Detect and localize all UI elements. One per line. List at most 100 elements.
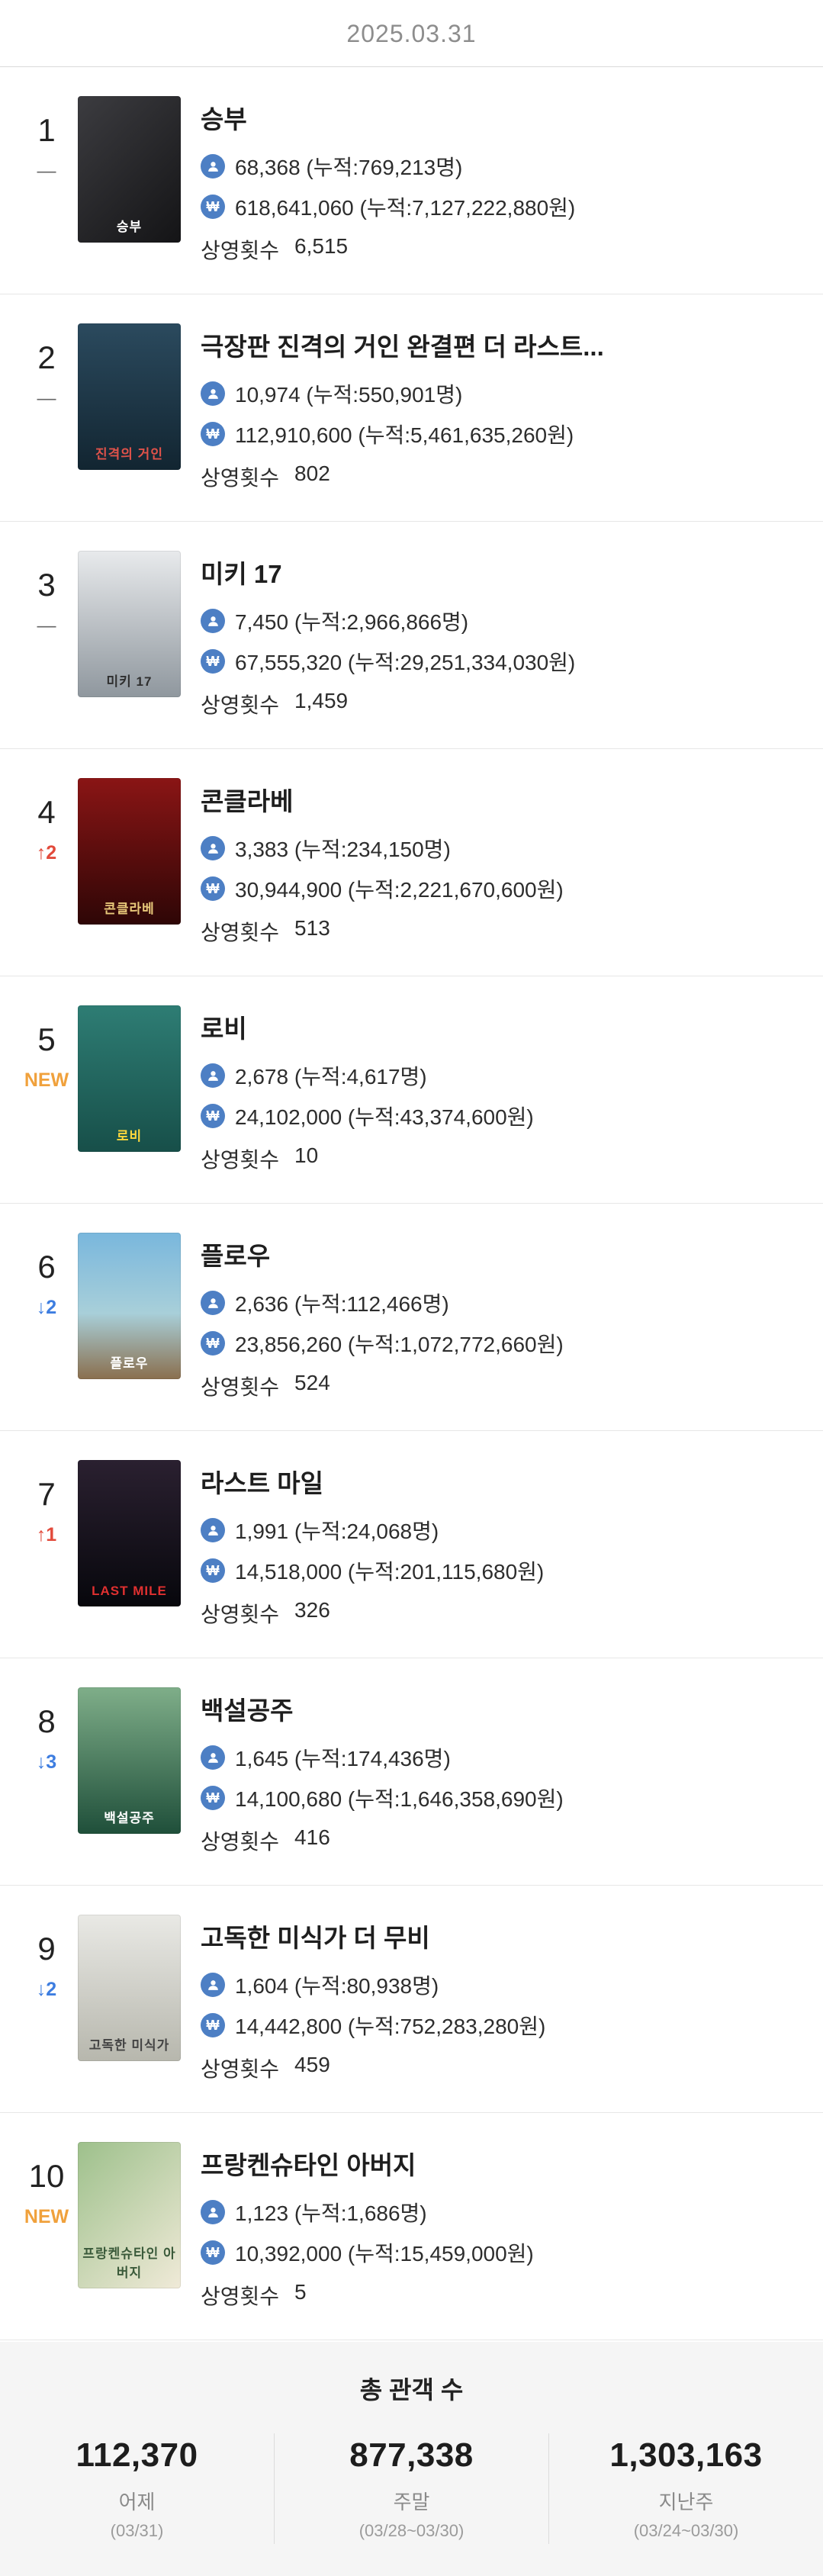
poster-caption: 콘클라베: [104, 902, 155, 916]
total-audience-footer: 총 관객 수 112,370 어제 (03/31) 877,338 주말 (03…: [0, 2342, 823, 2576]
audience-icon: [201, 836, 225, 860]
movie-row[interactable]: 6 ↓2 플로우 플로우 2,636 (누적:112,466명) ₩ 23,85…: [0, 1204, 823, 1431]
movie-info: 백설공주 1,645 (누적:174,436명) ₩ 14,100,680 (누…: [201, 1687, 802, 1856]
screenings-label: 상영횟수: [201, 1830, 280, 1854]
revenue-value: 14,518,000 (누적:201,115,680원): [235, 1560, 545, 1584]
movie-row[interactable]: 5 NEW 로비 로비 2,678 (누적:4,617명) ₩ 24,102,0…: [0, 976, 823, 1204]
screenings-value: 10: [294, 1143, 319, 1167]
won-icon: ₩: [201, 876, 225, 901]
movie-title[interactable]: 프랑켄슈타인 아버지: [201, 2151, 416, 2179]
audience-value: 1,604 (누적:80,938명): [235, 1974, 439, 1998]
movie-poster[interactable]: 프랑켄슈타인 아버지: [78, 2142, 181, 2288]
stat-range: (03/31): [110, 2521, 164, 2540]
movie-poster[interactable]: 진격의 거인: [78, 323, 181, 470]
rank-change: ↓3: [36, 1751, 57, 1773]
revenue-line: ₩ 23,856,260 (누적:1,072,772,660원): [201, 1328, 802, 1359]
screenings-value: 416: [294, 1825, 330, 1849]
screenings-label: 상영횟수: [201, 466, 280, 490]
audience-line: 7,450 (누적:2,966,866명): [201, 606, 802, 636]
movie-row[interactable]: 10 NEW 프랑켄슈타인 아버지 프랑켄슈타인 아버지 1,123 (누적:1…: [0, 2113, 823, 2340]
audience-value: 7,450 (누적:2,966,866명): [235, 610, 469, 634]
movie-poster[interactable]: 백설공주: [78, 1687, 181, 1834]
footer-title: 총 관객 수: [359, 2376, 464, 2404]
audience-value: 1,645 (누적:174,436명): [235, 1747, 451, 1770]
rank-number: 5: [37, 1021, 56, 1057]
audience-icon: [201, 2200, 225, 2224]
revenue-value: 14,442,800 (누적:752,283,280원): [235, 2015, 546, 2038]
stat-label: 주말: [393, 2491, 430, 2513]
poster-caption: LAST MILE: [92, 1584, 167, 1598]
movie-info: 극장판 진격의 거인 완결편 더 라스트... 10,974 (누적:550,9…: [201, 323, 802, 492]
movie-info: 라스트 마일 1,991 (누적:24,068명) ₩ 14,518,000 (…: [201, 1460, 802, 1629]
movie-poster[interactable]: 미키 17: [78, 551, 181, 697]
screenings-value: 326: [294, 1598, 330, 1622]
rank-change: ↑2: [36, 842, 57, 863]
movie-row[interactable]: 7 ↑1 LAST MILE 라스트 마일 1,991 (누적:24,068명)…: [0, 1431, 823, 1658]
stat-weekend: 877,338 주말 (03/28~03/30): [274, 2433, 548, 2544]
audience-icon: [201, 1745, 225, 1770]
rank-change: —: [37, 160, 56, 182]
audience-icon: [201, 1973, 225, 1997]
audience-icon: [201, 154, 225, 178]
movie-title[interactable]: 극장판 진격의 거인 완결편 더 라스트...: [201, 333, 604, 361]
rank-column: 6 ↓2: [15, 1233, 78, 1319]
date-header: 2025.03.31: [346, 20, 477, 47]
screenings-label: 상영횟수: [201, 2057, 280, 2081]
poster-caption: 미키 17: [106, 674, 153, 689]
rank-change: —: [37, 615, 56, 636]
movie-title[interactable]: 고독한 미식가 더 무비: [201, 1924, 430, 1952]
movie-row[interactable]: 1 — 승부 승부 68,368 (누적:769,213명) ₩ 618,641…: [0, 67, 823, 294]
audience-value: 10,974 (누적:550,901명): [235, 383, 463, 407]
screenings-value: 1,459: [294, 689, 349, 712]
stat-value: 877,338: [349, 2436, 474, 2474]
movie-poster[interactable]: 로비: [78, 1005, 181, 1152]
movie-info: 미키 17 7,450 (누적:2,966,866명) ₩ 67,555,320…: [201, 551, 802, 719]
movie-info: 승부 68,368 (누적:769,213명) ₩ 618,641,060 (누…: [201, 96, 802, 265]
movie-poster[interactable]: 승부: [78, 96, 181, 243]
movie-poster[interactable]: 고독한 미식가: [78, 1915, 181, 2061]
rank-number: 6: [37, 1249, 56, 1285]
movie-title[interactable]: 로비: [201, 1015, 247, 1043]
movie-poster[interactable]: 플로우: [78, 1233, 181, 1379]
movie-title[interactable]: 콘클라베: [201, 787, 294, 815]
audience-line: 1,645 (누적:174,436명): [201, 1742, 802, 1773]
movie-title[interactable]: 플로우: [201, 1242, 271, 1270]
movie-row[interactable]: 9 ↓2 고독한 미식가 고독한 미식가 더 무비 1,604 (누적:80,9…: [0, 1886, 823, 2113]
rank-column: 7 ↑1: [15, 1460, 78, 1546]
movie-row[interactable]: 2 — 진격의 거인 극장판 진격의 거인 완결편 더 라스트... 10,97…: [0, 294, 823, 522]
screenings-line: 상영횟수 416: [201, 1825, 802, 1856]
stat-label: 어제: [118, 2491, 156, 2513]
rank-column: 3 —: [15, 551, 78, 637]
rank-number: 2: [37, 339, 56, 375]
screenings-line: 상영횟수 5: [201, 2280, 802, 2311]
screenings-label: 상영횟수: [201, 693, 280, 717]
movie-row[interactable]: 3 — 미키 17 미키 17 7,450 (누적:2,966,866명) ₩ …: [0, 522, 823, 749]
revenue-value: 10,392,000 (누적:15,459,000원): [235, 2242, 534, 2266]
rank-column: 2 —: [15, 323, 78, 410]
stat-value: 1,303,163: [609, 2436, 763, 2474]
revenue-value: 30,944,900 (누적:2,221,670,600원): [235, 878, 564, 902]
movie-poster[interactable]: LAST MILE: [78, 1460, 181, 1606]
movie-title[interactable]: 백설공주: [201, 1696, 294, 1725]
movie-poster[interactable]: 콘클라베: [78, 778, 181, 925]
movie-row[interactable]: 8 ↓3 백설공주 백설공주 1,645 (누적:174,436명) ₩ 14,…: [0, 1658, 823, 1886]
screenings-line: 상영횟수 802: [201, 461, 802, 492]
rank-number: 4: [37, 794, 56, 830]
movie-title[interactable]: 라스트 마일: [201, 1469, 323, 1497]
movie-title[interactable]: 미키 17: [201, 560, 282, 588]
audience-line: 1,123 (누적:1,686명): [201, 2197, 802, 2227]
rank-column: 9 ↓2: [15, 1915, 78, 2001]
revenue-value: 618,641,060 (누적:7,127,222,880원): [235, 196, 576, 220]
movie-row[interactable]: 4 ↑2 콘클라베 콘클라베 3,383 (누적:234,150명) ₩ 30,…: [0, 749, 823, 976]
won-icon: ₩: [201, 1558, 225, 1583]
rank-change: ↑1: [36, 1524, 57, 1545]
poster-caption: 승부: [116, 220, 143, 234]
movie-title[interactable]: 승부: [201, 105, 247, 133]
screenings-value: 524: [294, 1371, 330, 1394]
won-icon: ₩: [201, 649, 225, 674]
movie-info: 콘클라베 3,383 (누적:234,150명) ₩ 30,944,900 (누…: [201, 778, 802, 947]
screenings-value: 513: [294, 916, 330, 940]
audience-icon: [201, 381, 225, 406]
revenue-line: ₩ 10,392,000 (누적:15,459,000원): [201, 2237, 802, 2268]
footer-stats: 112,370 어제 (03/31) 877,338 주말 (03/28~03/…: [0, 2433, 823, 2544]
